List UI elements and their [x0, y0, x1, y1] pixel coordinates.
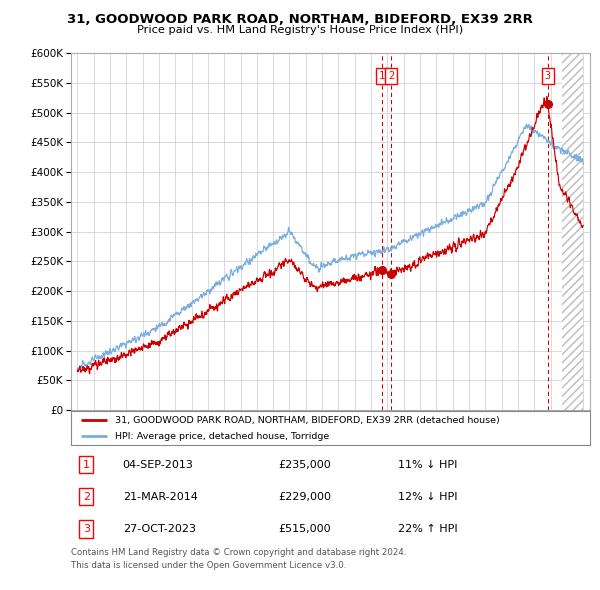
Text: 1: 1: [379, 71, 385, 81]
Text: Contains HM Land Registry data © Crown copyright and database right 2024.: Contains HM Land Registry data © Crown c…: [71, 548, 406, 557]
Text: 3: 3: [83, 524, 90, 534]
Text: 31, GOODWOOD PARK ROAD, NORTHAM, BIDEFORD, EX39 2RR (detached house): 31, GOODWOOD PARK ROAD, NORTHAM, BIDEFOR…: [115, 416, 500, 425]
Text: 2: 2: [388, 71, 394, 81]
Text: HPI: Average price, detached house, Torridge: HPI: Average price, detached house, Torr…: [115, 432, 329, 441]
Text: 12% ↓ HPI: 12% ↓ HPI: [398, 492, 457, 502]
Text: This data is licensed under the Open Government Licence v3.0.: This data is licensed under the Open Gov…: [71, 561, 346, 570]
Text: 31, GOODWOOD PARK ROAD, NORTHAM, BIDEFORD, EX39 2RR: 31, GOODWOOD PARK ROAD, NORTHAM, BIDEFOR…: [67, 13, 533, 26]
Text: £229,000: £229,000: [278, 492, 331, 502]
Text: £235,000: £235,000: [278, 460, 331, 470]
Text: 22% ↑ HPI: 22% ↑ HPI: [398, 524, 457, 534]
Text: 11% ↓ HPI: 11% ↓ HPI: [398, 460, 457, 470]
Text: 21-MAR-2014: 21-MAR-2014: [123, 492, 197, 502]
Text: 04-SEP-2013: 04-SEP-2013: [123, 460, 194, 470]
Text: 27-OCT-2023: 27-OCT-2023: [123, 524, 196, 534]
Text: 1: 1: [83, 460, 90, 470]
Text: 3: 3: [545, 71, 551, 81]
Text: Price paid vs. HM Land Registry's House Price Index (HPI): Price paid vs. HM Land Registry's House …: [137, 25, 463, 35]
Text: £515,000: £515,000: [278, 524, 331, 534]
Text: 2: 2: [83, 492, 90, 502]
